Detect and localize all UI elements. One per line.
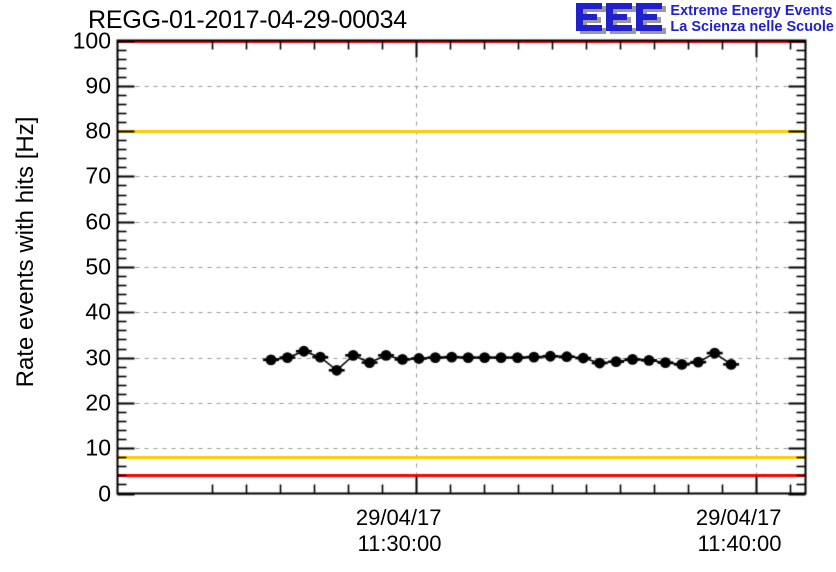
- y-tick-label: 50: [85, 253, 111, 280]
- x-tick-time: 11:30:00: [357, 530, 442, 556]
- eee-logo-text: Extreme Energy Events La Scienza nelle S…: [670, 2, 834, 35]
- y-tick-label: 40: [85, 298, 111, 325]
- eee-logo-line2: La Scienza nelle Scuole: [670, 19, 834, 36]
- y-axis-tick-labels: 0 10 20 30 40 50 60 70 80 90 100: [0, 0, 111, 572]
- y-tick-label: 30: [85, 344, 111, 371]
- y-tick-label: 10: [85, 434, 111, 461]
- y-tick-label: 100: [72, 27, 111, 53]
- eee-logo: Extreme Energy Events La Scienza nelle S…: [574, 2, 834, 40]
- y-tick-label: 80: [85, 117, 111, 144]
- x-tick-time: 11:40:00: [697, 530, 782, 556]
- eee-mark-icon: [574, 2, 667, 38]
- x-tick-date: 29/04/17: [695, 505, 782, 530]
- eee-logo-line1: Extreme Energy Events: [670, 3, 833, 19]
- page-title: REGG-01-2017-04-29-00034: [88, 6, 408, 34]
- y-tick-label: 70: [85, 162, 111, 189]
- x-tick-label: 29/04/17 11:40:00: [696, 505, 782, 557]
- y-tick-label: 0: [98, 480, 111, 506]
- y-tick-label: 20: [85, 389, 111, 416]
- x-tick-date: 29/04/17: [355, 505, 442, 530]
- y-tick-label: 90: [85, 72, 111, 99]
- x-tick-label: 29/04/17 11:30:00: [356, 505, 442, 557]
- y-tick-label: 60: [85, 208, 111, 235]
